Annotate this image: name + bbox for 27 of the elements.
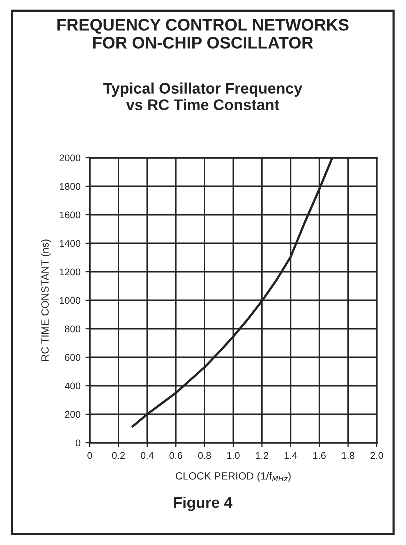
- caption: Figure 4: [174, 496, 233, 512]
- y-tick-label: 1400: [60, 240, 81, 248]
- x-tick-label: 0.4: [141, 452, 154, 460]
- y-tick-label: 0: [76, 440, 81, 447]
- y-tick-label: 800: [65, 326, 81, 333]
- x-tick-label: 1.0: [227, 452, 240, 460]
- y-tick-label: 1200: [60, 268, 81, 276]
- y-tick-label: 1800: [60, 183, 81, 190]
- x-axis-title: CLOCK PERIOD (1/f$_{MHz}$): [176, 472, 291, 482]
- chart-subtitle: Typical Osillator Frequency vs RC Time Constant: [104, 82, 303, 110]
- x-tick-label: 2.0: [370, 452, 384, 460]
- x-tick-label: 0.2: [112, 452, 125, 460]
- x-tick-label: 1.4: [284, 452, 298, 460]
- x-tick-label: 0.6: [170, 452, 182, 460]
- x-tick-label: 1.6: [314, 452, 326, 460]
- x-tick-label: 0.8: [198, 452, 212, 460]
- x-tick-label: 1.8: [342, 452, 355, 460]
- y-tick-label: 200: [65, 411, 81, 418]
- x-tick-label: 0: [88, 452, 92, 460]
- y-tick-label: 400: [64, 382, 81, 390]
- y-tick-label: 2000: [60, 154, 81, 162]
- y-axis-title: RC TIME CONSTANT (ns): [41, 240, 52, 361]
- y-tick-label: 600: [65, 354, 81, 362]
- chart-title: FREQUENCY CONTROL NETWORKS FOR ON-CHIP OSCILLATOR: [58, 19, 349, 49]
- y-tick-label: 1600: [60, 212, 81, 219]
- x-tick-label: 1.2: [256, 452, 268, 460]
- y-tick-label: 1000: [60, 297, 81, 304]
